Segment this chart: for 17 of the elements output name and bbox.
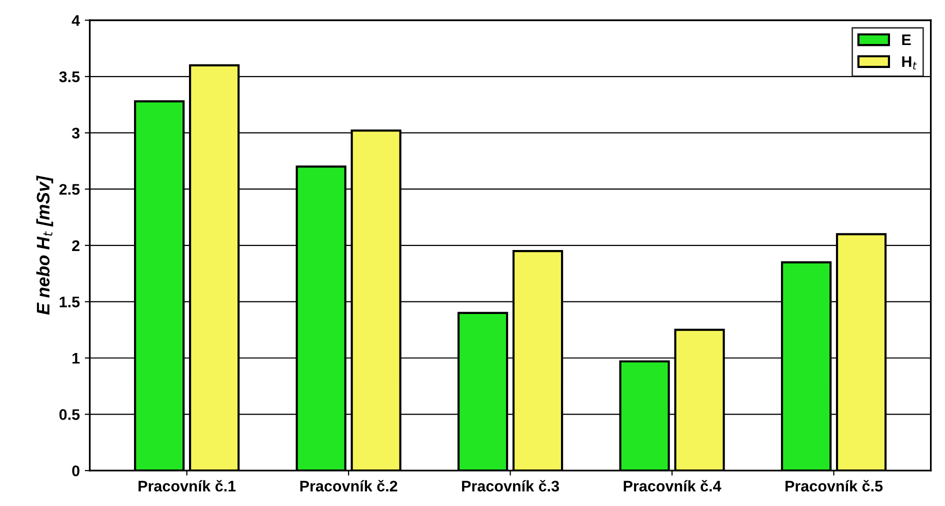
- y-tick-label: 2.5: [59, 184, 80, 195]
- x-tick-label: Pracovník č.1: [138, 480, 236, 492]
- y-tick-label: 0: [72, 465, 80, 476]
- y-axis-title: E nebo H$_{t}$ [mSv]: [36, 175, 54, 315]
- y-tick-label: 3.5: [59, 71, 80, 82]
- y-tick-label: 4: [72, 15, 80, 26]
- x-tick-label: Pracovník č.5: [786, 480, 883, 492]
- x-tick-label: Pracovník č.2: [300, 480, 398, 492]
- y-tick-label: 1: [72, 353, 80, 364]
- y-tick-label: 1.5: [60, 296, 80, 308]
- y-tick-label: 0.5: [59, 409, 80, 420]
- x-tick-label: Pracovník č.4: [624, 480, 722, 492]
- y-tick-label: 2: [72, 240, 80, 251]
- legend-label: H$_{t}$: [902, 56, 917, 70]
- legend-label: E: [902, 34, 911, 46]
- y-tick-label: 3: [72, 128, 80, 139]
- x-tick-label: Pracovník č.3: [462, 480, 560, 492]
